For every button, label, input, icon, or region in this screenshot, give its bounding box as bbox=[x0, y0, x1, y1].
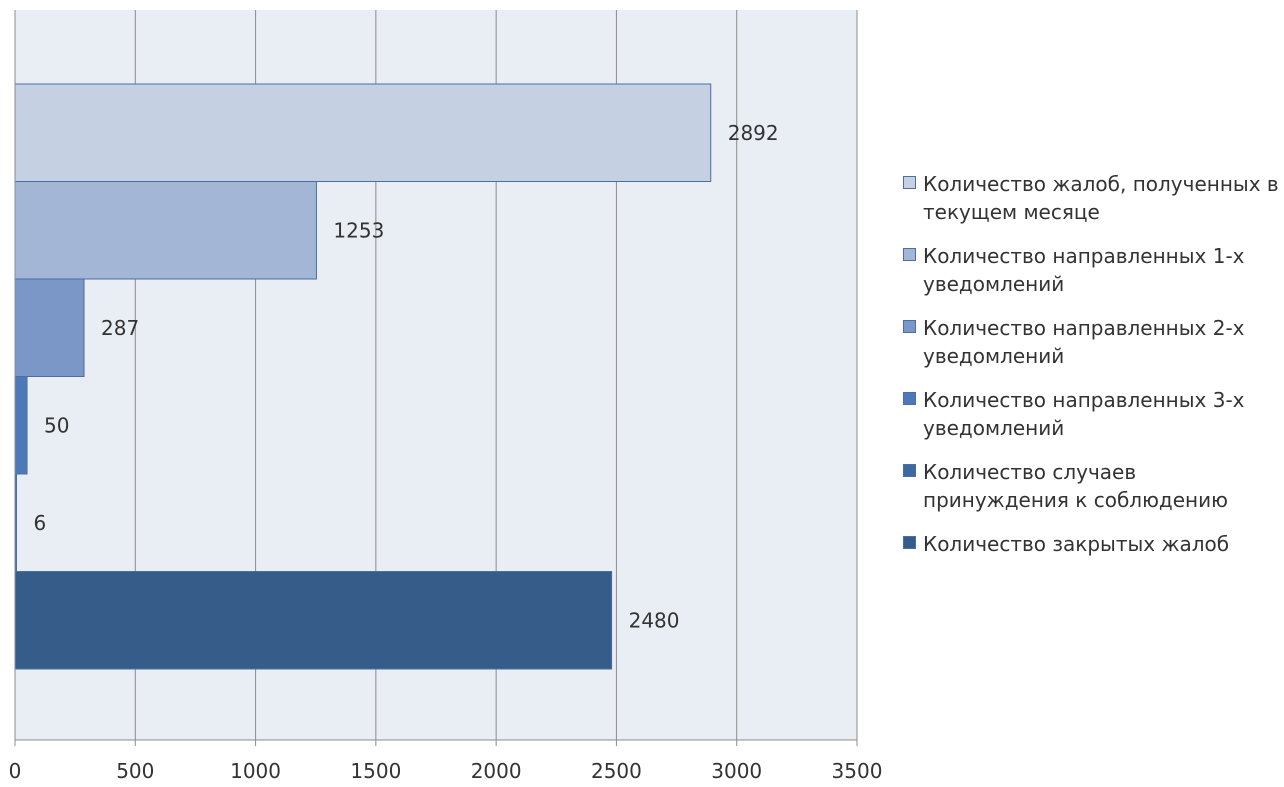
legend-item-2: Количество направленных 2-х уведомлений bbox=[903, 314, 1283, 370]
legend-label-5: Количество закрытых жалоб bbox=[923, 532, 1230, 556]
legend-swatch-2 bbox=[903, 320, 916, 333]
legend-item-0: Количество жалоб, полученных в текущем м… bbox=[903, 170, 1283, 226]
legend-swatch-1 bbox=[903, 248, 916, 261]
data-label-2: 287 bbox=[101, 316, 139, 340]
legend: Количество жалоб, полученных в текущем м… bbox=[903, 170, 1283, 574]
x-tick-label-0: 0 bbox=[9, 759, 22, 783]
legend-label-0: Количество жалоб, полученных в текущем м… bbox=[923, 172, 1279, 224]
bar-5 bbox=[14, 571, 613, 670]
legend-swatch-0 bbox=[903, 176, 916, 189]
x-axis: 0 500 1000 1500 2000 2500 3000 3500 bbox=[9, 10, 883, 783]
data-label-4: 6 bbox=[33, 511, 46, 535]
x-tick-label-1: 500 bbox=[116, 759, 154, 783]
x-tick-label-2: 1000 bbox=[230, 759, 281, 783]
legend-label-3: Количество направленных 3-х уведомлений bbox=[923, 388, 1245, 440]
data-label-3: 50 bbox=[44, 413, 69, 437]
legend-swatch-4 bbox=[903, 464, 916, 477]
legend-label-1: Количество направленных 1-х уведомлений bbox=[923, 244, 1245, 296]
x-tick-label-5: 2500 bbox=[591, 759, 642, 783]
legend-item-5: Количество закрытых жалоб bbox=[903, 530, 1283, 558]
legend-item-3: Количество направленных 3-х уведомлений bbox=[903, 386, 1283, 442]
x-tick-label-6: 3000 bbox=[711, 759, 762, 783]
x-tick-label-4: 2000 bbox=[471, 759, 522, 783]
data-label-5: 2480 bbox=[629, 608, 680, 632]
x-tick-label-7: 3500 bbox=[832, 759, 883, 783]
legend-swatch-3 bbox=[903, 392, 916, 405]
bar-0 bbox=[14, 83, 712, 182]
x-tick-label-3: 1500 bbox=[350, 759, 401, 783]
data-label-1: 1253 bbox=[333, 218, 384, 242]
data-label-0: 2892 bbox=[728, 121, 779, 145]
legend-swatch-5 bbox=[903, 536, 916, 549]
legend-label-4: Количество случаев принуждения к соблюде… bbox=[923, 460, 1228, 512]
bars: 2892 1253 287 50 6 2480 bbox=[14, 83, 779, 670]
bar-1 bbox=[14, 181, 317, 280]
bar-3 bbox=[14, 376, 28, 475]
legend-item-4: Количество случаев принуждения к соблюде… bbox=[903, 458, 1283, 514]
legend-label-2: Количество направленных 2-х уведомлений bbox=[923, 316, 1245, 368]
legend-item-1: Количество направленных 1-х уведомлений bbox=[903, 242, 1283, 298]
bar-2 bbox=[14, 278, 85, 377]
